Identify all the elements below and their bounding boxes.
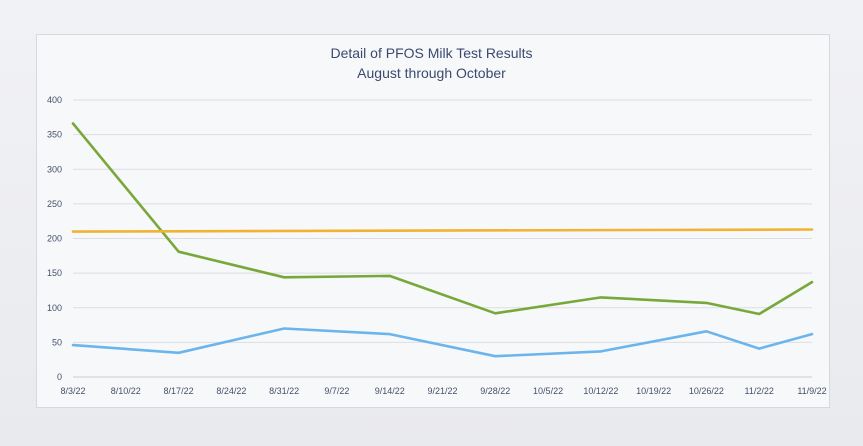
chart-frame — [36, 34, 830, 408]
x-tick-label: 8/3/22 — [60, 386, 85, 396]
y-tick-label: 200 — [47, 234, 62, 244]
x-tick-label: 9/28/22 — [480, 386, 510, 396]
y-tick-label: 100 — [47, 303, 62, 313]
x-tick-label: 8/31/22 — [269, 386, 299, 396]
y-tick-label: 350 — [47, 130, 62, 140]
y-tick-label: 400 — [47, 95, 62, 105]
chart-subtitle: August through October — [357, 65, 506, 81]
series-line-3 — [71, 327, 814, 358]
x-tick-label: 11/9/22 — [797, 386, 826, 396]
x-tick-label: 9/14/22 — [375, 386, 405, 396]
chart-title: Detail of PFOS Milk Test Results — [330, 45, 533, 61]
y-tick-label: 300 — [47, 164, 62, 174]
x-tick-label: 10/26/22 — [689, 386, 724, 396]
y-tick-label: 250 — [47, 199, 62, 209]
x-tick-label: 9/7/22 — [324, 386, 349, 396]
x-tick-label: 10/19/22 — [636, 386, 671, 396]
x-tick-label: 9/21/22 — [427, 386, 457, 396]
gridlines — [73, 99, 812, 378]
x-tick-label: 8/17/22 — [164, 386, 194, 396]
y-tick-label: 0 — [57, 372, 62, 382]
x-tick-label: 11/2/22 — [745, 386, 774, 396]
y-tick-label: 150 — [47, 268, 62, 278]
x-tick-label: 8/10/22 — [111, 386, 141, 396]
x-tick-label: 10/12/22 — [583, 386, 618, 396]
series-line-2 — [71, 228, 814, 233]
x-tick-label: 8/24/22 — [216, 386, 246, 396]
series-lines — [71, 122, 814, 358]
y-tick-label: 50 — [52, 337, 62, 347]
y-axis-ticks: 0 50 100 150 200 250 300 350 400 — [47, 95, 62, 382]
x-axis-ticks: 8/3/22 8/10/22 8/17/22 8/24/22 8/31/22 9/7/22… — [60, 386, 826, 396]
series-line-1 — [71, 122, 814, 316]
x-tick-label: 10/5/22 — [533, 386, 563, 396]
